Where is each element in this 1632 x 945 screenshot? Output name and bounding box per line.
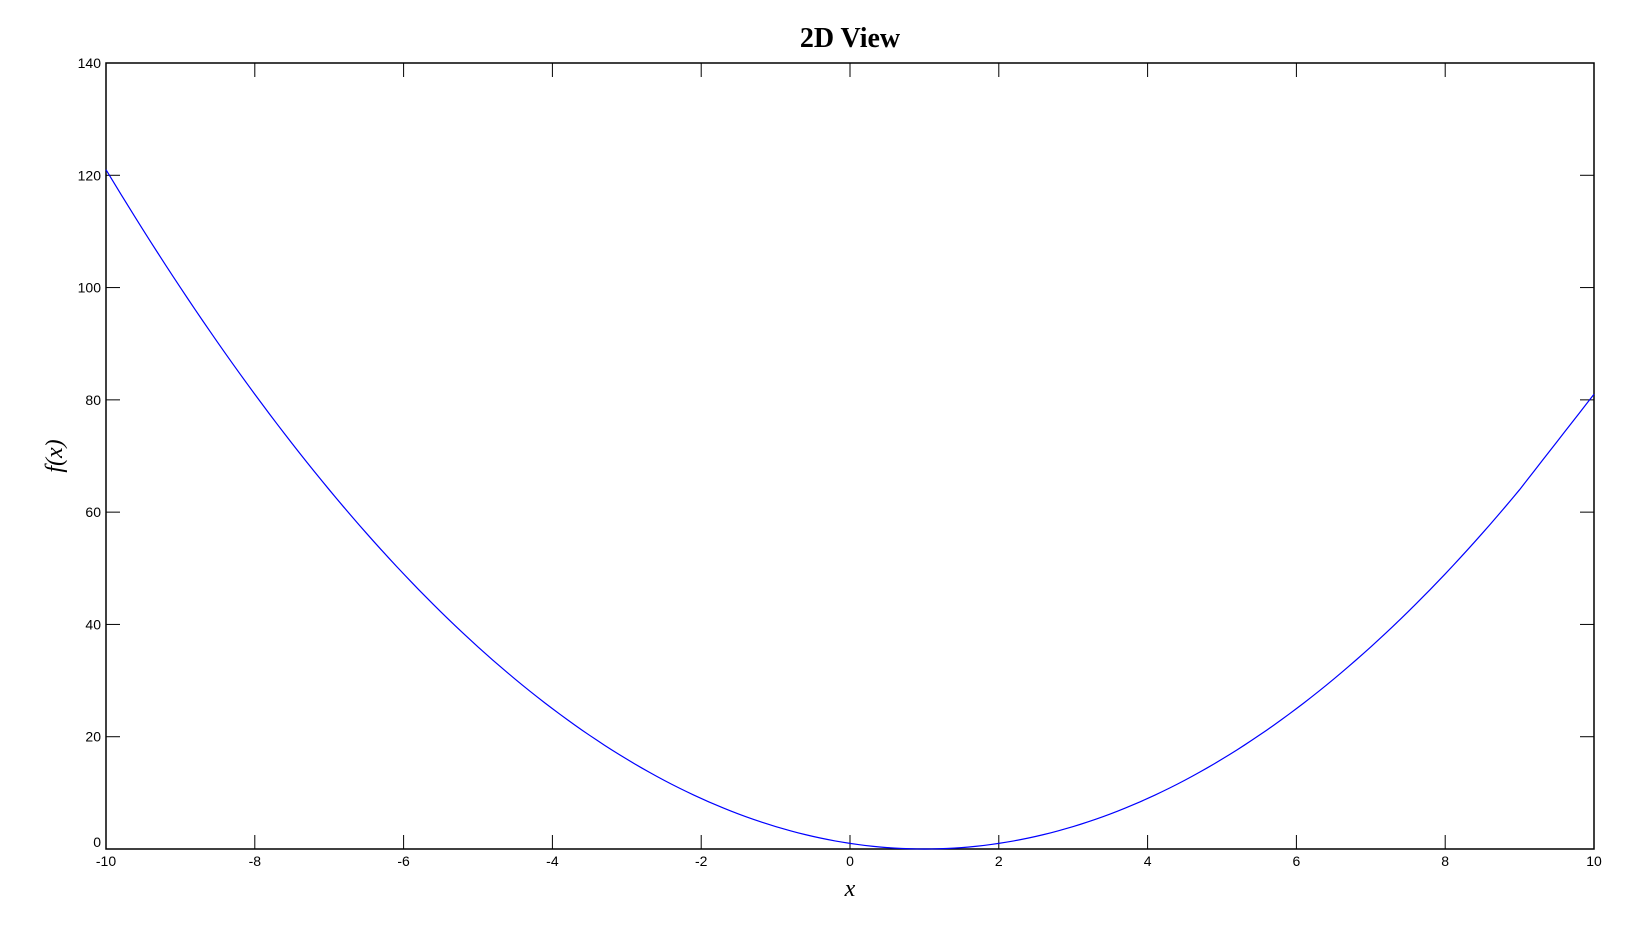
y-tick-label: 0 bbox=[93, 834, 101, 850]
y-tick-label: 40 bbox=[85, 616, 101, 632]
y-tick-label: 100 bbox=[78, 280, 102, 296]
x-tick-label: 0 bbox=[846, 853, 854, 869]
series-line bbox=[105, 169, 1595, 850]
series-group bbox=[105, 169, 1595, 850]
x-tick-label: 10 bbox=[1586, 853, 1602, 869]
y-axis-label: f(x) bbox=[42, 439, 68, 472]
x-tick-label: -6 bbox=[397, 853, 410, 869]
x-tick-label: -10 bbox=[96, 853, 116, 869]
chart-title: 2D View bbox=[800, 23, 901, 54]
x-tick-label: -8 bbox=[249, 853, 262, 869]
x-axis-label: x bbox=[844, 876, 856, 902]
x-tick-label: 6 bbox=[1293, 853, 1301, 869]
y-tick-label: 140 bbox=[78, 55, 102, 71]
plot-area bbox=[105, 62, 1595, 850]
x-tick-label: 8 bbox=[1441, 853, 1449, 869]
x-tick-label: -4 bbox=[546, 853, 559, 869]
y-tick-label: 60 bbox=[85, 504, 101, 520]
x-tick-label: 2 bbox=[995, 853, 1003, 869]
x-tick-label: -2 bbox=[695, 853, 708, 869]
y-tick-label: 120 bbox=[78, 167, 102, 183]
y-tick-label: 20 bbox=[85, 729, 101, 745]
y-tick-label: 80 bbox=[85, 392, 101, 408]
x-tick-label: 4 bbox=[1144, 853, 1152, 869]
